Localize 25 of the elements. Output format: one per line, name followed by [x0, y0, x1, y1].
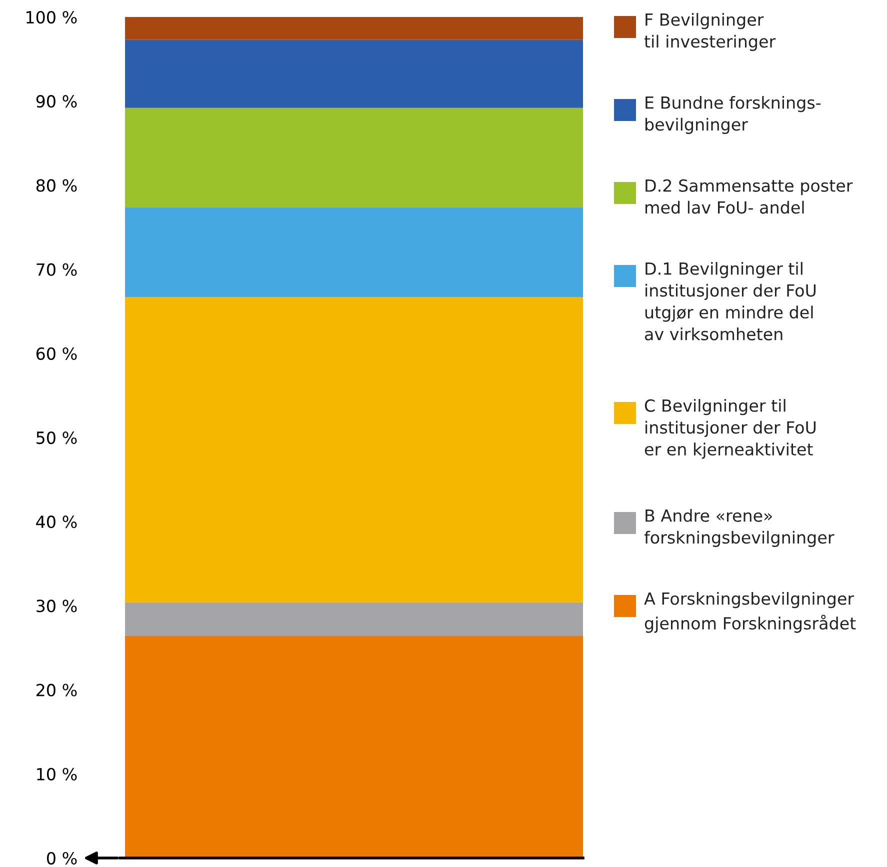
y-tick-label: 10 %: [37, 768, 77, 780]
y-tick-label: 70 %: [36, 263, 77, 276]
bar: [125, 108, 583, 208]
legend-label: C Bevilgninger til institusjoner der FoU er en kjerneaktivitet: [644, 399, 816, 459]
y-tick-label: 50 %: [36, 431, 77, 444]
legend-label: A Forskningsbevilgninger gjennom Forskningsrådet: [644, 592, 856, 633]
legend-label: D.1 Bevilgninger til institusjoner der FoU utgjør en mindre del av virksomheten: [645, 262, 816, 340]
bar: [125, 297, 583, 602]
y-tick-label: 60 %: [36, 347, 77, 360]
legend-label: E Bundne forsknings- bevilgninger: [646, 96, 821, 134]
bar: [125, 207, 583, 298]
y-tick-label: 90 %: [36, 95, 77, 108]
bar: [125, 40, 583, 108]
legend-label: F Bevilgninger til investeringer: [644, 13, 776, 51]
y-tick-label: 40 %: [36, 516, 77, 528]
y-tick-label: 80 %: [36, 179, 77, 192]
bar: [125, 17, 583, 40]
y-tick-label: 0 %: [47, 852, 77, 865]
y-tick-label: 100 %: [26, 10, 77, 24]
legend-label: D.2 Sammensatte poster med lav FoU- andel: [646, 179, 853, 214]
bar: [125, 636, 583, 858]
legend-label: B Andre «rene» forskningsbevilgninger: [644, 509, 834, 547]
y-tick-label: 30 %: [36, 600, 77, 612]
bar: [125, 602, 583, 636]
y-tick-label: 20 %: [36, 684, 77, 696]
